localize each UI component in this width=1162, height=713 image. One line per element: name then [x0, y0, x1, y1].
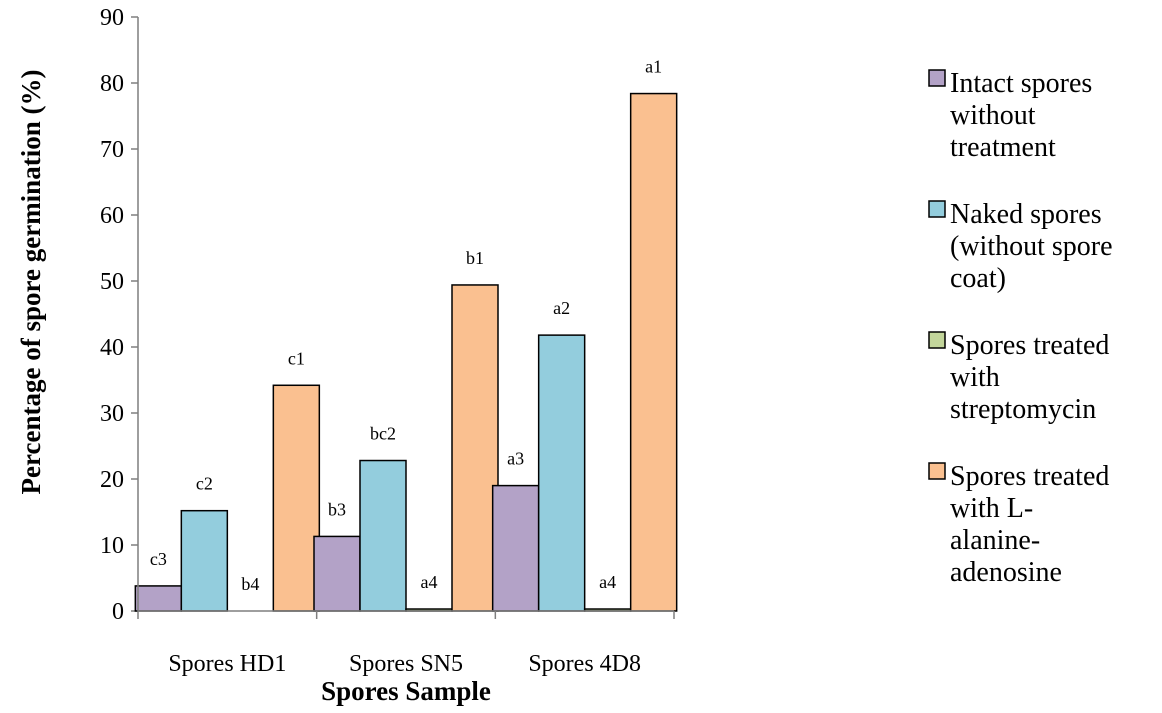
axes [137, 17, 674, 612]
bar [537, 334, 586, 612]
legend-label: streptomycin [950, 394, 1096, 425]
y-axis-title: Percentage of spore germination (%) [16, 70, 46, 495]
legend-label: coat) [950, 263, 1006, 294]
y-tick-label: 60 [100, 203, 124, 229]
data-label: b3 [328, 499, 346, 519]
data-label: b4 [241, 574, 259, 594]
y-tick-label: 40 [100, 335, 124, 361]
legend-label: alanine- [950, 525, 1040, 556]
legend-label: (without spore [950, 231, 1113, 262]
data-labels: c3 c2 b4 c1 b3 bc2 a4 b1 a3 a2 a4 a1 [150, 57, 662, 594]
legend-label: Spores treated [950, 461, 1109, 492]
y-tick-label: 80 [100, 71, 124, 97]
legend-label: without [950, 100, 1036, 131]
x-tick-label: Spores HD1 [168, 651, 286, 677]
y-tick-label: 10 [100, 533, 124, 559]
bars [134, 92, 678, 612]
bar [272, 384, 321, 612]
legend-label: with [950, 362, 1000, 393]
legend-label: adenosine [950, 557, 1062, 588]
legend-swatch [928, 200, 946, 218]
data-label: a4 [421, 572, 438, 592]
y-tick-label: 20 [100, 467, 124, 493]
data-label: b1 [466, 248, 484, 268]
x-tick-label: Spores 4D8 [528, 651, 641, 677]
y-axis-ticks: 0 10 20 30 40 50 60 70 80 90 [100, 5, 138, 625]
y-tick-label: 90 [100, 5, 124, 31]
bar [313, 535, 361, 612]
legend-label: with L- [950, 493, 1033, 524]
legend-label: Intact spores [950, 68, 1092, 99]
x-axis-ticks: Spores HD1 Spores SN5 Spores 4D8 [137, 611, 675, 677]
data-label: bc2 [370, 424, 396, 444]
legend-label: Naked spores [950, 199, 1102, 230]
legend-swatch [928, 331, 946, 349]
data-label: a4 [599, 572, 616, 592]
bar [359, 459, 407, 612]
data-label: a1 [645, 57, 662, 77]
legend-swatch [928, 462, 946, 480]
data-label: a2 [553, 298, 570, 318]
x-axis-title: Spores Sample [321, 676, 491, 706]
y-tick-label: 70 [100, 137, 124, 163]
legend-label: treatment [950, 132, 1056, 163]
data-label: a3 [507, 449, 524, 469]
bar [451, 284, 499, 612]
x-tick-label: Spores SN5 [349, 651, 463, 677]
y-tick-label: 30 [100, 401, 124, 427]
bar [134, 585, 183, 612]
data-label: c2 [196, 474, 213, 494]
legend-swatch [928, 69, 946, 87]
data-label: c1 [288, 348, 305, 368]
y-tick-label: 50 [100, 269, 124, 295]
y-tick-label: 0 [112, 599, 124, 625]
bar [491, 484, 540, 612]
legend-label: Spores treated [950, 330, 1109, 361]
bar [629, 92, 678, 612]
data-label: c3 [150, 549, 167, 569]
bar [180, 509, 229, 612]
